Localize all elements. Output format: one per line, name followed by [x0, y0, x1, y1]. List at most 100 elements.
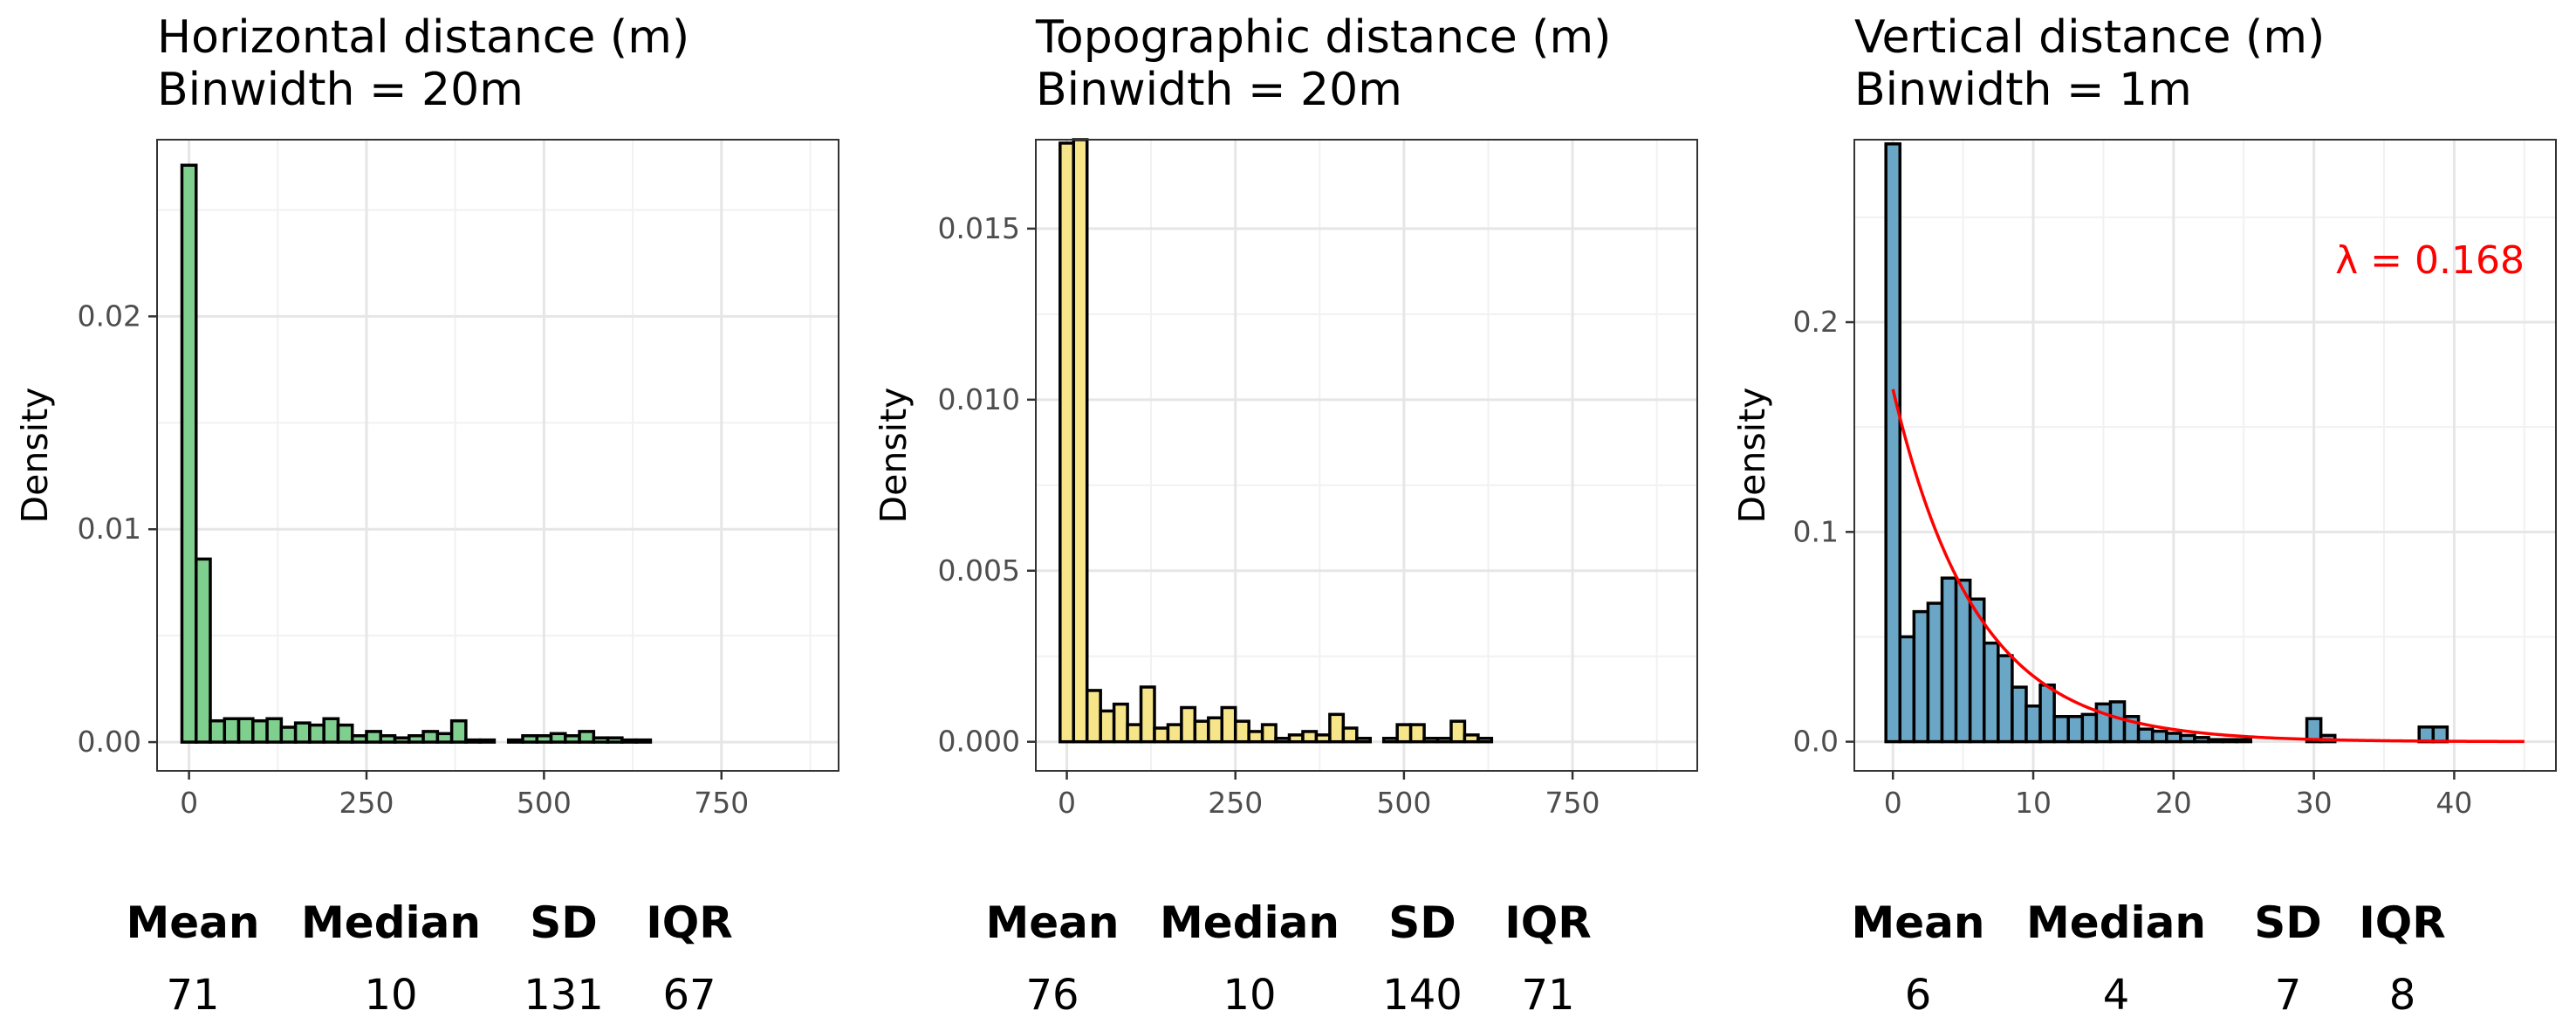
histogram-bar	[1954, 578, 1972, 744]
histogram-bar	[1058, 141, 1076, 744]
stats-value-median: 10	[364, 971, 418, 1020]
x-tick-label: 250	[1208, 786, 1263, 820]
stats-value-mean: 71	[166, 971, 220, 1020]
histogram-bar	[2165, 732, 2182, 744]
histogram-bar	[1233, 719, 1250, 744]
histogram-bar	[1435, 737, 1453, 744]
y-tick-label: 0.1	[1793, 514, 1839, 548]
stats-value-median: 10	[1223, 971, 1277, 1020]
y-axis-label: Density	[14, 388, 56, 524]
stats-header-iqr: IQR	[646, 897, 733, 948]
x-tick-label: 10	[2015, 786, 2052, 820]
histogram-bar	[1408, 723, 1426, 744]
histogram-bar	[2150, 729, 2168, 744]
histogram-bar	[2011, 685, 2028, 744]
histogram-bar	[2417, 725, 2436, 744]
histogram-bar	[2221, 738, 2238, 744]
histogram-bar	[2207, 738, 2224, 744]
stats-value-mean: 6	[1904, 971, 1932, 1020]
histogram-bar	[449, 718, 468, 744]
x-tick-label: 500	[1376, 786, 1431, 820]
x-tick-label: 0	[180, 786, 198, 820]
exponential-fit-curve	[1891, 388, 2525, 744]
histogram-bar	[435, 732, 454, 744]
chart-subtitle: Binwidth = 1m	[1854, 64, 2192, 116]
y-axis-label: Density	[1731, 388, 1773, 524]
histogram-bar	[1912, 609, 1930, 744]
x-tick-label: 500	[517, 786, 572, 820]
histogram-bar	[1982, 641, 2000, 744]
histogram-bar	[1153, 726, 1170, 744]
plot-border	[156, 139, 839, 772]
histogram-bar	[2080, 712, 2099, 744]
histogram-bars	[1884, 142, 2449, 744]
stats-header-iqr: IQR	[1504, 897, 1592, 948]
histogram-bar	[2305, 717, 2323, 744]
histogram-bar	[592, 736, 610, 744]
histogram-topographic-distance: 0 250 500 750 0.000 0.005 0.010 0.015 Density	[873, 138, 1698, 820]
x-tick-label: 0	[1884, 786, 1902, 820]
x-tick-label: 750	[694, 786, 749, 820]
histogram-bar	[1328, 712, 1346, 744]
histogram-bar	[209, 718, 227, 744]
lambda-annotation: λ = 0.168	[2335, 238, 2525, 283]
stats-header-median: Median	[2026, 897, 2206, 948]
histogram-bar	[2094, 702, 2113, 744]
x-tick-label: 0	[1058, 786, 1076, 820]
histogram-bar	[1301, 730, 1319, 744]
histogram-bar	[180, 163, 198, 744]
histogram-bar	[578, 730, 596, 744]
stats-value-iqr: 67	[662, 971, 716, 1020]
stats-header-iqr: IQR	[2359, 897, 2446, 948]
plot-background	[157, 140, 839, 771]
histogram-bar	[1940, 576, 1958, 744]
histogram-panel-topographic: 0 250 500 750 0.000 0.005 0.010 0.015 Density To…	[859, 0, 1717, 1031]
stats-value-median: 4	[2102, 971, 2130, 1020]
y-tick-label: 0.01	[78, 512, 141, 546]
x-tick-label: 750	[1545, 786, 1600, 820]
histogram-bar	[1997, 654, 2014, 744]
histogram-bar	[194, 557, 212, 744]
histogram-bar	[1193, 719, 1210, 744]
plot-background	[1036, 140, 1697, 771]
histogram-bar	[634, 738, 653, 744]
y-tick-label: 0.2	[1793, 305, 1839, 339]
histogram-bar	[1207, 716, 1224, 744]
plot-border	[1853, 139, 2557, 772]
histogram-bar	[365, 730, 383, 744]
histogram-bar	[1449, 719, 1467, 744]
histogram-bar	[393, 736, 411, 744]
stats-header-mean: Mean	[985, 897, 1120, 948]
histogram-bar	[1085, 689, 1102, 744]
y-tick-label: 0.015	[938, 211, 1020, 245]
stats-header-mean: Mean	[1851, 897, 1985, 948]
histogram-bar	[1355, 737, 1372, 744]
stats-value-sd: 7	[2274, 971, 2302, 1020]
histogram-bar	[1926, 601, 1944, 744]
histogram-bar	[1274, 737, 1291, 744]
stats-header-sd: SD	[530, 897, 598, 948]
histogram-bar	[2052, 715, 2070, 744]
histogram-panel-vertical: λ = 0.168 0 10 20 30 40 0.0 0.1 0.2 Density Verti…	[1717, 0, 2576, 1031]
stats-value-iqr: 8	[2388, 971, 2416, 1020]
chart-title: Topographic distance (m)	[1036, 11, 1612, 64]
histogram-bar	[1287, 733, 1305, 744]
y-tick-label: 0.0	[1793, 725, 1839, 759]
x-tick-label: 20	[2155, 786, 2192, 820]
y-tick-label: 0.005	[938, 553, 1020, 588]
histogram-bar	[1395, 723, 1413, 744]
chart-subtitle: Binwidth = 20m	[1036, 64, 1402, 116]
stats-header-sd: SD	[1388, 897, 1456, 948]
histogram-bar	[379, 734, 397, 744]
histogram-bar	[2066, 715, 2085, 744]
y-tick-label: 0.010	[938, 382, 1020, 416]
histogram-horizontal-distance: 0 250 500 750 0.00 0.01 0.02 Density	[14, 139, 839, 820]
histogram-bar	[1166, 723, 1183, 744]
y-tick-label: 0.00	[78, 725, 141, 759]
histogram-bar	[2038, 683, 2056, 744]
histogram-bar	[336, 723, 354, 744]
stats-value-mean: 76	[1025, 971, 1079, 1020]
histogram-bar	[350, 734, 368, 744]
stats-header-sd: SD	[2254, 897, 2322, 948]
stats-header-median: Median	[301, 897, 481, 948]
